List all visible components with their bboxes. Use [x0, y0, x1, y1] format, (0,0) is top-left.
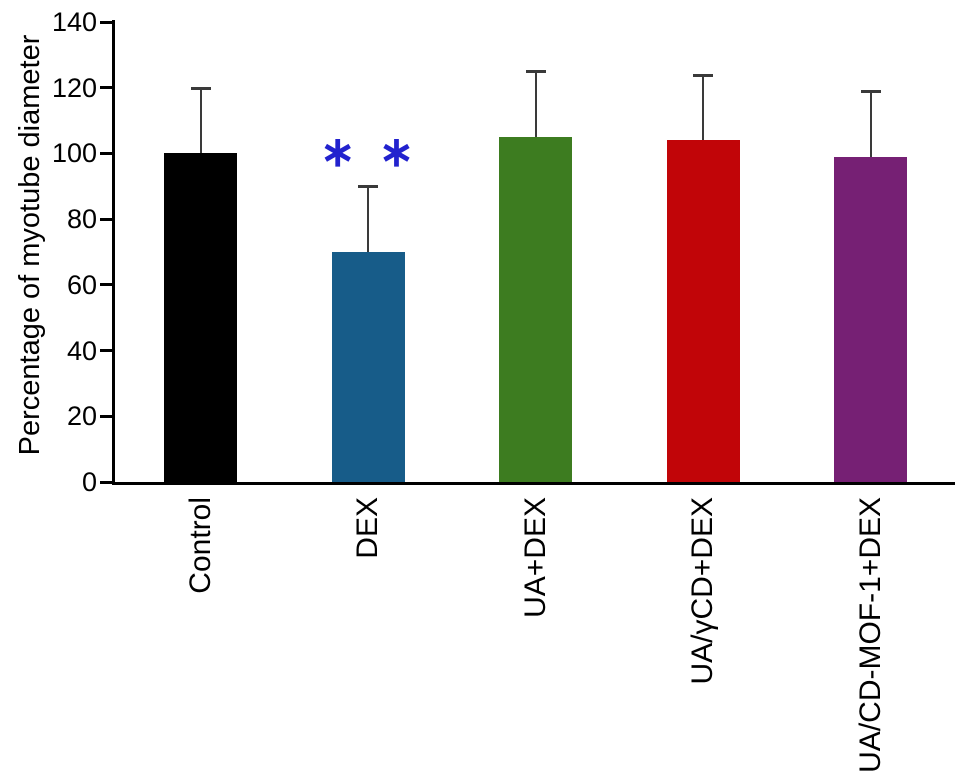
x-axis-line	[112, 482, 955, 485]
error-bar-stem	[534, 71, 537, 137]
significance-asterisks: ∗ ∗	[320, 128, 421, 176]
y-tick-label: 20	[66, 401, 97, 432]
y-tick-mark	[100, 217, 112, 221]
error-bar-stem	[199, 87, 202, 154]
y-tick-mark	[100, 151, 112, 155]
x-category-label: DEX	[351, 497, 385, 559]
error-bar-stem	[367, 186, 370, 252]
bar-dex	[331, 252, 405, 482]
y-tick-mark	[100, 86, 112, 90]
error-bar-cap	[190, 86, 211, 90]
x-category-label: UA/CD-MOF-1+DEX	[853, 497, 887, 773]
y-tick-mark	[100, 349, 112, 353]
x-category-label: UA+DEX	[518, 497, 552, 618]
error-bar-stem	[869, 91, 872, 157]
y-tick-mark	[100, 20, 112, 24]
error-bar-cap	[860, 90, 881, 93]
y-tick-mark	[100, 414, 112, 418]
bar-control	[164, 153, 237, 482]
y-tick-label: 60	[66, 269, 97, 300]
y-tick-mark	[100, 480, 112, 484]
bar-ua-dex	[499, 137, 573, 482]
x-category-label: UA/γCD+DEX	[686, 497, 720, 685]
error-bar-cap	[525, 70, 546, 74]
error-bar-cap	[693, 73, 714, 77]
y-tick-label: 100	[51, 138, 97, 169]
y-tick-label: 40	[66, 335, 97, 366]
y-tick-label: 80	[66, 204, 97, 235]
x-category-label: Control	[183, 497, 217, 594]
y-tick-label: 120	[51, 72, 97, 103]
y-axis-line	[112, 20, 115, 485]
y-tick-mark	[100, 283, 112, 287]
y-tick-label: 0	[81, 467, 97, 497]
bar-ua-cd-mof-1-dex	[834, 156, 908, 482]
error-bar-cap	[358, 185, 379, 189]
y-tick-label: 140	[51, 7, 97, 37]
error-bar-stem	[702, 74, 705, 141]
bar-ua-cd-dex	[666, 140, 740, 482]
